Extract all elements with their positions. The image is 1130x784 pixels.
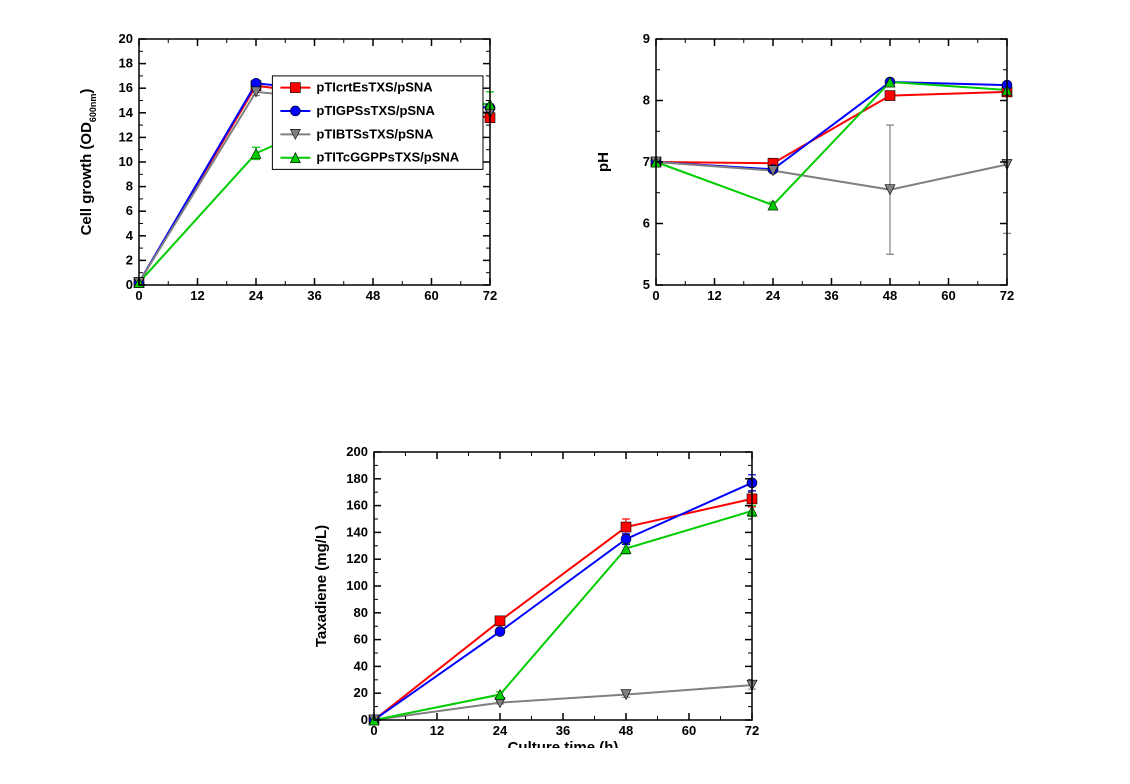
x-axis-title: Culture time (h) bbox=[776, 304, 887, 305]
x-tick-label: 60 bbox=[424, 288, 438, 303]
x-tick-label: 24 bbox=[249, 288, 264, 303]
y-tick-label: 4 bbox=[126, 228, 134, 243]
x-tick-label: 0 bbox=[370, 723, 377, 738]
y-tick-label: 180 bbox=[346, 471, 368, 486]
x-tick-label: 36 bbox=[307, 288, 321, 303]
legend-label: pTIBTSsTXS/pSNA bbox=[316, 126, 434, 141]
x-tick-label: 24 bbox=[493, 723, 508, 738]
y-tick-label: 5 bbox=[643, 277, 650, 292]
y-tick-label: 6 bbox=[126, 203, 133, 218]
y-axis-title: Taxadiene (mg/L) bbox=[313, 525, 330, 647]
y-tick-label: 80 bbox=[354, 605, 368, 620]
legend-label: pTIcrtEsTXS/pSNA bbox=[316, 80, 433, 95]
legend-label: pTITcGGPPsTXS/pSNA bbox=[316, 150, 459, 165]
y-tick-label: 120 bbox=[346, 551, 368, 566]
x-tick-label: 12 bbox=[190, 288, 204, 303]
ph-chart: 0 12 24 36 48 60 72 5 6 7 8 9 Culture time (h) pH bbox=[582, 25, 1017, 305]
legend-marker-s_red bbox=[290, 83, 300, 93]
y-tick-label: 8 bbox=[126, 179, 133, 194]
series-line-s_blue bbox=[374, 483, 752, 720]
marker-s_red bbox=[621, 522, 631, 532]
y-axis-title: pH bbox=[595, 152, 612, 172]
y-tick-label: 40 bbox=[354, 658, 368, 673]
y-tick-label: 14 bbox=[119, 105, 134, 120]
y-tick-label: 2 bbox=[126, 252, 133, 267]
x-tick-label: 0 bbox=[135, 288, 142, 303]
series-group bbox=[651, 77, 1012, 254]
marker-s_red bbox=[885, 91, 895, 101]
y-axis-title: Cell growth (OD600nm) bbox=[78, 89, 98, 236]
series-line-s_green bbox=[656, 82, 1007, 205]
y-tick-label: 8 bbox=[643, 93, 650, 108]
y-tick-label: 9 bbox=[643, 31, 650, 46]
y-tick-label: 18 bbox=[119, 56, 133, 71]
x-tick-label: 72 bbox=[1000, 288, 1014, 303]
x-tick-label: 60 bbox=[682, 723, 696, 738]
y-tick-label: 10 bbox=[119, 154, 133, 169]
y-tick-label: 7 bbox=[643, 154, 650, 169]
taxadiene-chart: 0 12 24 36 48 60 72 0 20 40 60 80 100 120 140 160 180 200… bbox=[292, 438, 764, 748]
marker-s_blue bbox=[621, 534, 631, 544]
y-tick-label: 16 bbox=[119, 80, 133, 95]
series-line-s_red bbox=[656, 92, 1007, 163]
y-tick-label: 140 bbox=[346, 524, 368, 539]
x-tick-label: 0 bbox=[652, 288, 659, 303]
x-tick-label: 24 bbox=[766, 288, 781, 303]
cell-growth-chart: 012243648607202468101214161820Culture ti… bbox=[65, 25, 500, 305]
legend-marker-s_blue bbox=[290, 106, 300, 116]
x-tick-label: 48 bbox=[883, 288, 897, 303]
x-tick-label: 48 bbox=[619, 723, 633, 738]
series-group bbox=[369, 475, 757, 725]
y-tick-label: 20 bbox=[119, 31, 133, 46]
series-line-s_red bbox=[374, 499, 752, 720]
x-tick-label: 12 bbox=[707, 288, 721, 303]
x-tick-label: 72 bbox=[483, 288, 497, 303]
y-tick-label: 20 bbox=[354, 685, 368, 700]
x-tick-label: 60 bbox=[941, 288, 955, 303]
x-tick-label: 12 bbox=[430, 723, 444, 738]
figure-canvas: { "canvas": { "width": 1130, "height": 7… bbox=[0, 0, 1130, 784]
y-tick-label: 6 bbox=[643, 216, 650, 231]
y-tick-label: 0 bbox=[126, 277, 133, 292]
y-tick-label: 60 bbox=[354, 632, 368, 647]
x-tick-label: 48 bbox=[366, 288, 380, 303]
x-axis-title: Culture time (h) bbox=[508, 739, 619, 748]
x-tick-label: 36 bbox=[824, 288, 838, 303]
x-tick-label: 72 bbox=[745, 723, 759, 738]
y-tick-label: 100 bbox=[346, 578, 368, 593]
x-tick-label: 36 bbox=[556, 723, 570, 738]
legend-label: pTIGPSsTXS/pSNA bbox=[316, 103, 435, 118]
marker-s_red bbox=[495, 616, 505, 626]
x-axis-title: Culture time (h) bbox=[259, 304, 370, 305]
y-tick-label: 12 bbox=[119, 129, 133, 144]
series-line-s_gray bbox=[656, 162, 1007, 190]
legend: pTIcrtEsTXS/pSNA pTIGPSsTXS/pSNA pTIBTSsTX… bbox=[272, 76, 483, 169]
marker-s_blue bbox=[495, 627, 505, 637]
y-tick-label: 0 bbox=[361, 712, 368, 727]
marker-s_green bbox=[251, 148, 261, 158]
y-tick-label: 160 bbox=[346, 498, 368, 513]
series-line-s_blue bbox=[656, 82, 1007, 169]
y-tick-label: 200 bbox=[346, 444, 368, 459]
